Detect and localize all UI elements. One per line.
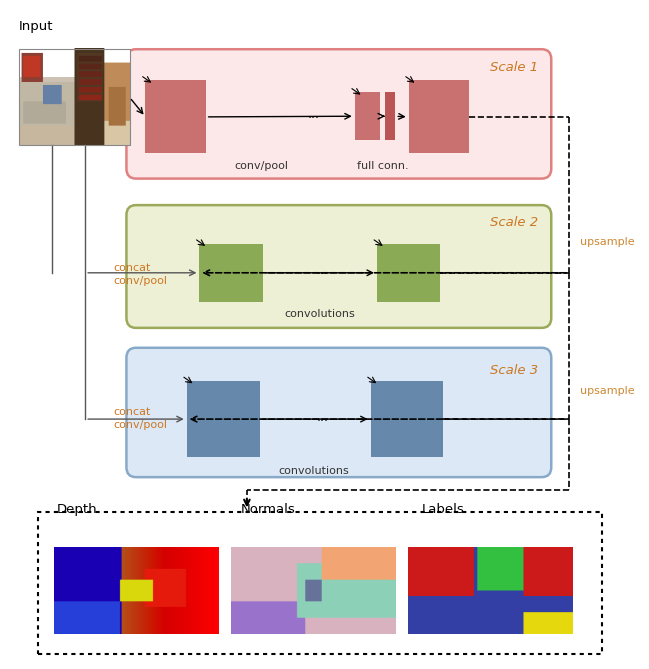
Bar <box>385 92 395 140</box>
FancyBboxPatch shape <box>127 205 551 328</box>
Text: Labels: Labels <box>421 503 464 516</box>
Text: Scale 2: Scale 2 <box>491 216 539 229</box>
Text: Scale 3: Scale 3 <box>491 365 539 377</box>
Text: concat: concat <box>114 264 151 274</box>
Text: concat: concat <box>114 407 151 417</box>
Text: Normals: Normals <box>241 503 295 516</box>
Text: full conn.: full conn. <box>358 161 409 171</box>
Text: conv/pool: conv/pool <box>234 161 289 171</box>
Bar <box>371 381 443 457</box>
Bar <box>187 381 260 457</box>
Text: ...: ... <box>317 411 329 423</box>
Bar <box>199 244 263 302</box>
Bar <box>19 50 130 145</box>
Text: conv/pool: conv/pool <box>114 420 167 430</box>
Text: convolutions: convolutions <box>278 466 349 476</box>
Bar <box>409 80 469 153</box>
Text: convolutions: convolutions <box>284 309 355 319</box>
Text: ...: ... <box>317 264 329 278</box>
Bar <box>355 92 380 140</box>
Bar <box>38 512 602 654</box>
Text: upsample: upsample <box>580 386 635 396</box>
FancyBboxPatch shape <box>127 348 551 477</box>
Text: Input: Input <box>19 19 53 33</box>
Text: upsample: upsample <box>580 237 635 247</box>
FancyBboxPatch shape <box>127 50 551 179</box>
Text: conv/pool: conv/pool <box>114 276 167 286</box>
Bar <box>377 244 440 302</box>
Text: ...: ... <box>308 108 319 121</box>
Bar <box>145 80 206 153</box>
Text: Depth: Depth <box>56 503 97 516</box>
Text: Scale 1: Scale 1 <box>491 61 539 74</box>
